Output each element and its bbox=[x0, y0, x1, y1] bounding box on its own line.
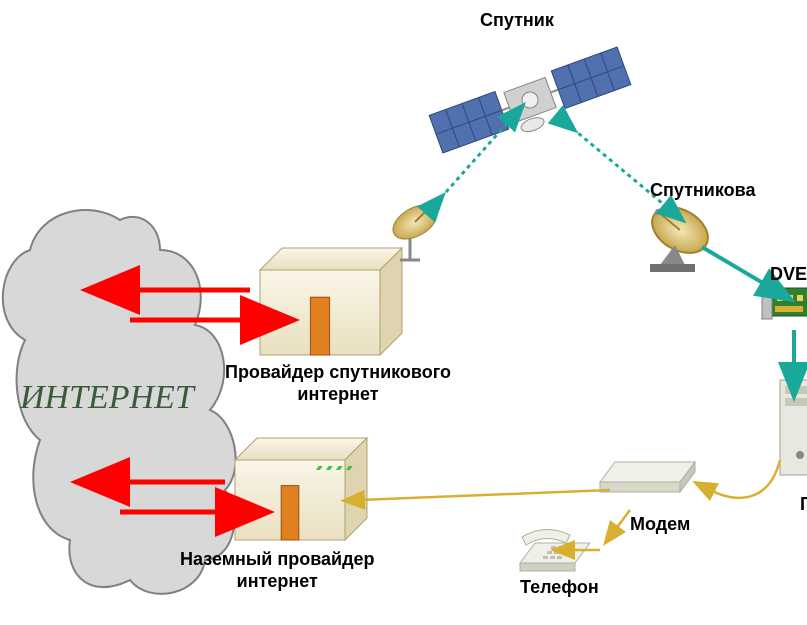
internet-cloud-icon: ИНТЕРНЕТ bbox=[3, 210, 236, 594]
phone-icon bbox=[520, 529, 590, 571]
dvb-label: DVE bbox=[770, 264, 807, 286]
satellite-icon bbox=[429, 47, 634, 162]
wire-arrows bbox=[360, 460, 780, 550]
ground-provider-label: Наземный провайдер интернет bbox=[180, 549, 375, 592]
pc-right-label: Г bbox=[800, 494, 807, 516]
internet-label: ИНТЕРНЕТ bbox=[19, 379, 196, 416]
modem-label: Модем bbox=[630, 514, 690, 536]
ground-provider-icon bbox=[235, 438, 367, 540]
pc-icon bbox=[780, 380, 807, 475]
satellite-label: Спутник bbox=[480, 10, 554, 32]
satellite-link-arrows bbox=[430, 118, 668, 210]
phone-label: Телефон bbox=[520, 577, 599, 599]
satellite-dish-icon bbox=[644, 198, 716, 272]
satellite-provider-label: Провайдер спутникового интернет bbox=[225, 362, 451, 405]
dvb-card-icon bbox=[762, 285, 807, 319]
satellite-provider-icon bbox=[260, 248, 402, 355]
uplink-dish-icon bbox=[387, 198, 443, 260]
satellite-dish-label: Спутникова bbox=[650, 180, 755, 202]
modem-icon bbox=[316, 462, 695, 492]
